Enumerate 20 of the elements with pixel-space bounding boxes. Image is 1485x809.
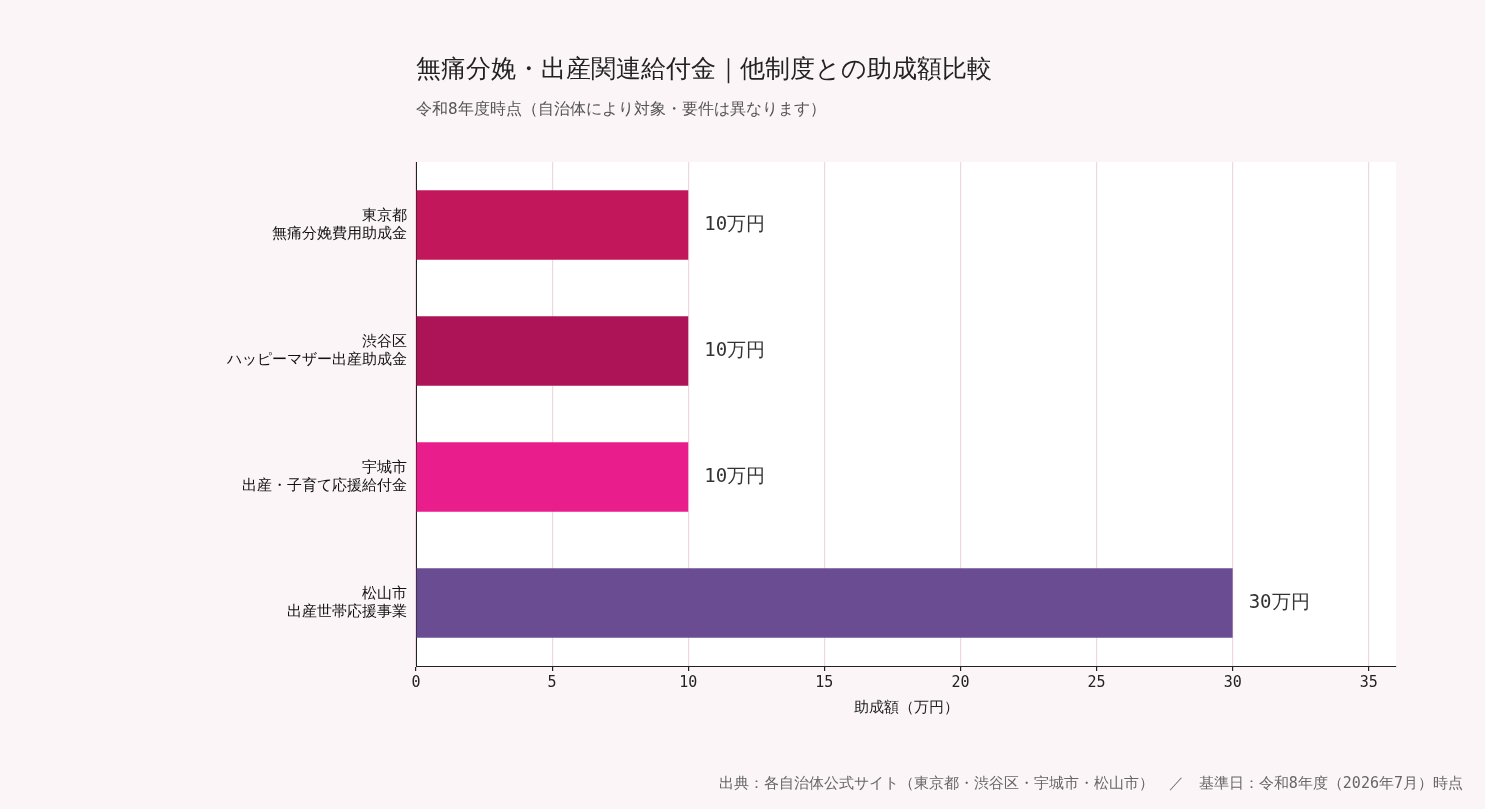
y-tick-label: 松山市出産世帯応援事業 (287, 583, 407, 620)
x-tick-label: 0 (411, 672, 421, 691)
x-tick-label: 25 (1087, 672, 1106, 691)
x-tick-label: 30 (1223, 672, 1242, 691)
data-label: 10万円 (704, 211, 766, 234)
source-note: 出典：各自治体公式サイト（東京都・渋谷区・宇城市・松山市） ／ 基準日：令和8年度（2026年7月）時点 (718, 774, 1463, 793)
y-tick-label: 宇城市出産・子育て応援給付金 (242, 457, 407, 494)
chart-subtitle: 令和8年度時点（自治体により対象・要件は異なります） (416, 99, 826, 120)
x-tick-label: 35 (1359, 672, 1378, 691)
y-tick-label: 渋谷区ハッピーマザー出産助成金 (226, 331, 407, 368)
x-axis-title: 助成額（万円） (853, 697, 959, 716)
y-tick-label: 東京都無痛分娩費用助成金 (272, 205, 407, 242)
data-label: 10万円 (704, 337, 766, 360)
x-tick-label: 10 (679, 672, 698, 691)
x-tick-label: 20 (951, 672, 970, 691)
x-tick-label: 5 (547, 672, 557, 691)
x-tick-label: 15 (815, 672, 834, 691)
chart-title: 無痛分娩・出産関連給付金｜他制度との助成額比較 (416, 53, 992, 85)
data-label: 30万円 (1248, 589, 1310, 612)
data-label: 10万円 (704, 463, 766, 486)
